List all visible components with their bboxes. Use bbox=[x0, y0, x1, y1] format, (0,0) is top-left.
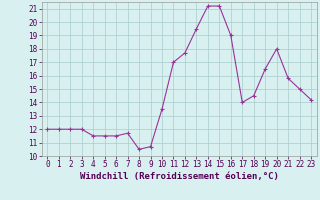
X-axis label: Windchill (Refroidissement éolien,°C): Windchill (Refroidissement éolien,°C) bbox=[80, 172, 279, 181]
